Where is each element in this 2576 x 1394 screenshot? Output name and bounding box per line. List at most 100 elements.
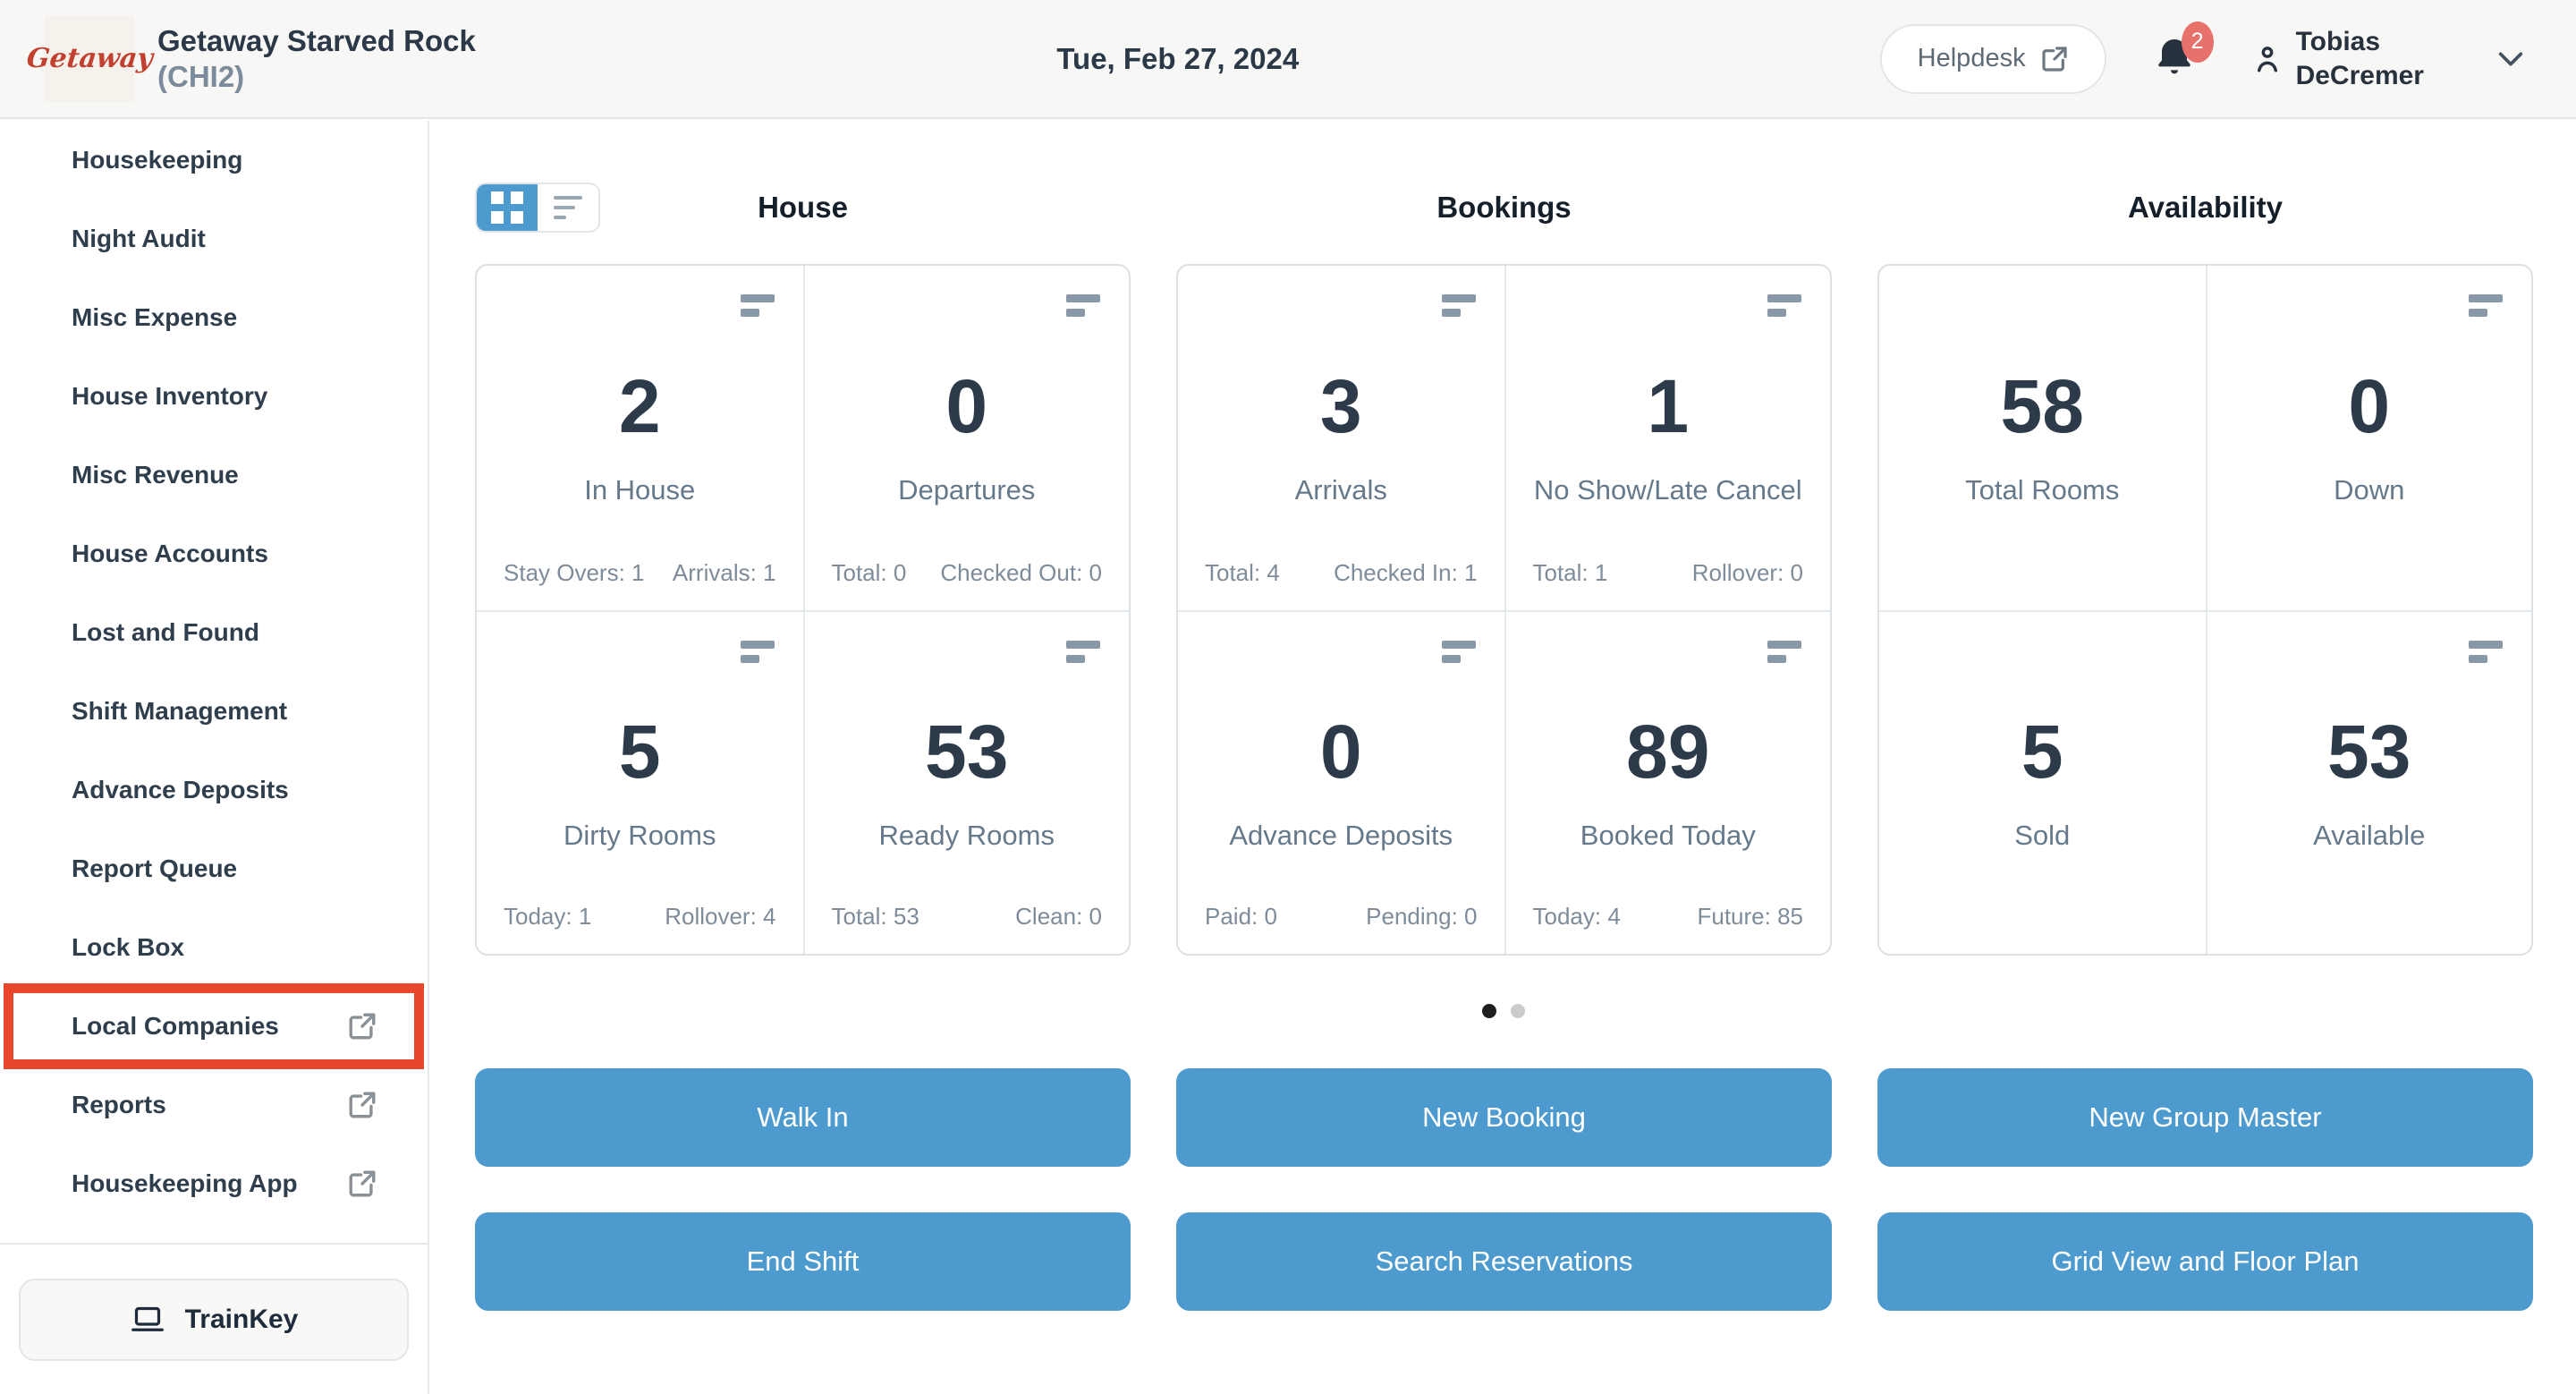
stat-footer: Today: 1 Rollover: 4 (477, 903, 803, 931)
stat-card-booked-today: 89 Booked Today Today: 4 Future: 85 (1504, 609, 1830, 954)
bookings-panel: 3 Arrivals Total: 4 Checked In: 1 1 No S… (1176, 264, 1832, 956)
pagination-dot-1[interactable] (1482, 1004, 1496, 1018)
sidebar-item-label: House Accounts (72, 540, 268, 567)
end-shift-button[interactable]: End Shift (475, 1212, 1131, 1311)
stat-label: Down (2334, 474, 2405, 506)
stat-detail-left: Total: 4 (1205, 558, 1280, 586)
stat-detail-left: Total: 1 (1532, 558, 1608, 586)
carousel-pagination (431, 1004, 2576, 1018)
sidebar-item-housekeeping-app[interactable]: Housekeeping App (0, 1144, 428, 1223)
stat-detail-left: Stay Overs: 1 (504, 558, 645, 586)
stat-footer: Stay Overs: 1 Arrivals: 1 (477, 559, 803, 587)
card-report-icon[interactable] (2469, 640, 2503, 663)
notification-badge: 2 (2181, 21, 2214, 63)
sidebar-item-misc-expense[interactable]: Misc Expense (0, 278, 428, 357)
stat-value: 2 (618, 364, 661, 449)
stat-card-departures: 0 Departures Total: 0 Checked Out: 0 (802, 266, 1130, 610)
sidebar-item-lock-box[interactable]: Lock Box (0, 908, 428, 987)
card-report-icon[interactable] (1767, 294, 1801, 317)
stat-detail-right: Clean: 0 (1015, 903, 1102, 930)
sidebar-item-house-inventory[interactable]: House Inventory (0, 357, 428, 436)
stat-value: 5 (2021, 709, 2063, 794)
sidebar-item-report-queue[interactable]: Report Queue (0, 829, 428, 908)
sidebar-nav: Housekeeping Night Audit Misc Expense Ho… (0, 121, 428, 1223)
notifications-button[interactable]: 2 (2153, 21, 2214, 84)
sidebar-item-shift-management[interactable]: Shift Management (0, 672, 428, 751)
stat-footer: Total: 4 Checked In: 1 (1178, 559, 1504, 587)
sidebar-item-label: Report Queue (72, 854, 238, 882)
sidebar-item-housekeeping[interactable]: Housekeeping (0, 121, 428, 200)
stat-detail-left: Total: 53 (831, 903, 919, 930)
sidebar-item-label: Shift Management (72, 697, 288, 725)
sidebar-item-advance-deposits[interactable]: Advance Deposits (0, 751, 428, 829)
external-link-icon (349, 1170, 376, 1197)
stat-value: 0 (2348, 364, 2391, 449)
card-report-icon[interactable] (1441, 640, 1476, 663)
list-icon (554, 196, 582, 219)
chevron-down-icon[interactable] (2496, 44, 2526, 74)
sidebar-item-misc-revenue[interactable]: Misc Revenue (0, 436, 428, 514)
section-titles-row: House Bookings Availability (431, 181, 2576, 234)
stat-detail-right: Arrivals: 1 (672, 558, 776, 586)
external-link-icon (349, 1013, 376, 1040)
new-group-master-button[interactable]: New Group Master (1877, 1068, 2533, 1167)
card-report-icon[interactable] (2469, 294, 2503, 317)
sidebar-item-label: Night Audit (72, 225, 206, 252)
stat-detail-left: Total: 0 (831, 558, 907, 586)
stat-label: Departures (898, 474, 1036, 506)
sidebar-item-local-companies[interactable]: Local Companies (0, 983, 428, 1069)
sidebar-item-label: Lock Box (72, 933, 185, 961)
stat-card-sold: 5 Sold (1879, 609, 2206, 955)
card-report-icon[interactable] (740, 294, 775, 317)
card-report-icon[interactable] (1066, 640, 1100, 663)
card-report-icon[interactable] (1066, 294, 1100, 317)
helpdesk-button[interactable]: Helpdesk (1879, 23, 2106, 94)
stat-detail-left: Today: 4 (1532, 903, 1621, 930)
current-date: Tue, Feb 27, 2024 (1056, 41, 1300, 75)
property-name: Getaway Starved Rock (157, 23, 476, 57)
sidebar-item-night-audit[interactable]: Night Audit (0, 200, 428, 278)
new-booking-button[interactable]: New Booking (1176, 1068, 1832, 1167)
sidebar-item-house-accounts[interactable]: House Accounts (0, 514, 428, 593)
stat-value: 58 (2000, 364, 2084, 449)
stat-label: Advance Deposits (1229, 819, 1453, 851)
availability-panel: 58 Total Rooms 0 Down 5 Sold 53 Availabl… (1877, 264, 2533, 956)
stat-card-available: 53 Available (2205, 609, 2531, 954)
grid-view-button[interactable] (477, 184, 538, 231)
dashboard-main: House Bookings Availability 2 In House S… (431, 121, 2576, 1394)
sidebar-item-label: Misc Expense (72, 303, 238, 331)
laptop-icon (131, 1306, 164, 1331)
stat-label: In House (584, 474, 696, 506)
sidebar-footer: TrainKey (0, 1243, 428, 1394)
card-report-icon[interactable] (1441, 294, 1476, 317)
pagination-dot-2[interactable] (1511, 1004, 1525, 1018)
stat-card-no-show-late-cancel: 1 No Show/Late Cancel Total: 1 Rollover:… (1504, 266, 1831, 610)
house-panel: 2 In House Stay Overs: 1 Arrivals: 1 0 D… (475, 264, 1131, 956)
external-link-icon (2041, 46, 2067, 72)
user-menu[interactable]: Tobias DeCremer (2251, 25, 2424, 92)
card-report-icon[interactable] (1767, 640, 1801, 663)
stat-detail-right: Checked Out: 0 (940, 558, 1102, 586)
view-toggle (475, 183, 600, 233)
trainkey-label: TrainKey (184, 1305, 299, 1334)
walk-in-button[interactable]: Walk In (475, 1068, 1131, 1167)
stat-panels-row: 2 In House Stay Overs: 1 Arrivals: 1 0 D… (431, 264, 2576, 956)
brand-logo: Getaway (25, 15, 154, 102)
list-view-button[interactable] (538, 184, 598, 231)
stat-detail-right: Checked In: 1 (1334, 558, 1478, 586)
trainkey-button[interactable]: TrainKey (19, 1279, 409, 1361)
stat-label: Arrivals (1294, 474, 1387, 506)
sidebar-item-reports[interactable]: Reports (0, 1066, 428, 1144)
action-row-2: End Shift Search Reservations Grid View … (431, 1212, 2576, 1311)
search-reservations-button[interactable]: Search Reservations (1176, 1212, 1832, 1311)
stat-detail-left: Today: 1 (504, 903, 592, 930)
card-report-icon[interactable] (740, 640, 775, 663)
stat-card-advance-deposits: 0 Advance Deposits Paid: 0 Pending: 0 (1178, 609, 1504, 955)
sidebar-item-label: Lost and Found (72, 618, 259, 646)
stat-label: No Show/Late Cancel (1533, 474, 1802, 506)
sidebar-item-lost-and-found[interactable]: Lost and Found (0, 593, 428, 672)
grid-view-floor-plan-button[interactable]: Grid View and Floor Plan (1877, 1212, 2533, 1311)
external-link-icon (349, 1092, 376, 1118)
section-title-house: House (758, 191, 848, 224)
stat-card-down: 0 Down (2205, 266, 2532, 610)
